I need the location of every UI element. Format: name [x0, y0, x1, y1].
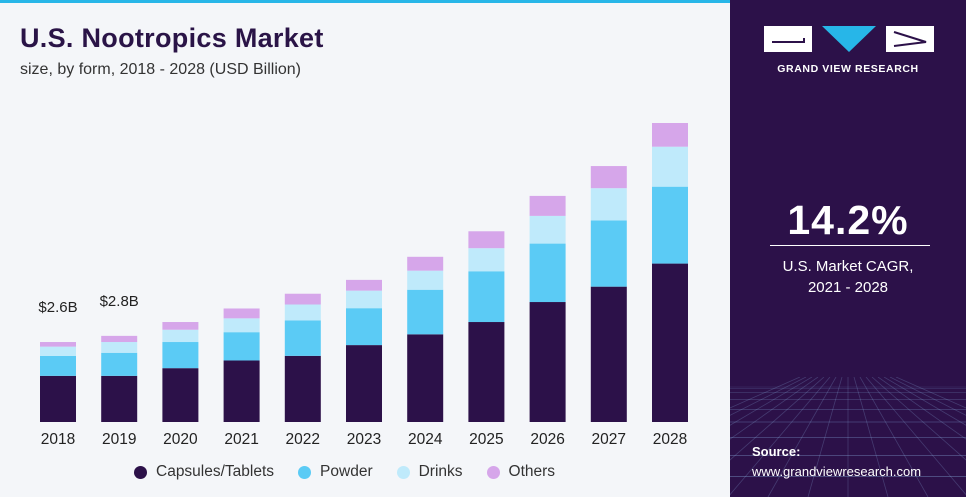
- bar-2020-series-3: [162, 322, 199, 330]
- bar-2023-series-1: [346, 308, 382, 346]
- stacked-bar-chart: 2018 2019 2020 2021 2022 2023 2024 2025 2026 2027…: [38, 122, 688, 448]
- bar-2028-series-1: [652, 186, 688, 264]
- data-label: $2.6B: [38, 299, 77, 316]
- bar-2023-series-2: [346, 290, 382, 309]
- bar-2025-series-1: [468, 271, 505, 323]
- bar-2022-series-2: [284, 304, 321, 321]
- bar-2027-series-2: [590, 188, 627, 221]
- grand-view-research-logo: [764, 26, 934, 52]
- bar-2025-series-2: [468, 248, 505, 272]
- bar-2020-series-2: [162, 329, 199, 343]
- bar-2018-series-3: [40, 342, 76, 347]
- bar-2021-series-2: [223, 318, 260, 333]
- bar-2023-series-0: [346, 345, 382, 422]
- cagr-label-line1: U.S. Market CAGR,: [782, 258, 914, 275]
- bar-2022-series-1: [284, 320, 321, 356]
- bar-2018-series-2: [40, 346, 76, 356]
- x-tick-label: 2019: [102, 431, 136, 448]
- brand-name: GRAND VIEW RESEARCH: [777, 63, 919, 75]
- bar-2019-series-1: [101, 352, 138, 376]
- x-tick-label: 2021: [224, 431, 258, 448]
- chart-subtitle: size, by form, 2018 - 2028 (USD Billion): [20, 61, 301, 78]
- legend-swatch: [134, 465, 147, 479]
- bar-2028-series-2: [652, 146, 688, 187]
- bar-2024-series-0: [407, 334, 444, 422]
- x-tick-label: 2025: [469, 431, 503, 448]
- x-tick-label: 2020: [163, 431, 198, 448]
- bar-2025-series-0: [468, 322, 505, 422]
- x-tick-label: 2024: [408, 431, 443, 448]
- bar-2028-series-0: [652, 263, 688, 422]
- bar-2026-series-2: [529, 215, 566, 244]
- perspective-grid-decoration: [730, 377, 966, 497]
- side-panel: GRAND VIEW RESEARCH 14.2% U.S. Market CA…: [730, 0, 966, 497]
- bar-2023-series-3: [346, 279, 382, 291]
- bar-2027-series-3: [590, 166, 627, 189]
- legend-swatch: [486, 465, 500, 479]
- legend-label: Powder: [320, 463, 373, 480]
- legend-label: Drinks: [418, 463, 463, 480]
- cagr-divider: [770, 245, 930, 246]
- x-tick-label: 2026: [530, 431, 564, 448]
- bar-2026-series-3: [529, 195, 566, 216]
- x-tick-label: 2023: [347, 431, 381, 448]
- bar-2026-series-0: [529, 302, 566, 422]
- data-label: $2.8B: [100, 293, 139, 310]
- bar-2027-series-0: [590, 286, 627, 422]
- bar-2021-series-0: [223, 360, 260, 422]
- bar-2019-series-2: [101, 342, 138, 353]
- cagr-value: 14.2%: [787, 197, 909, 243]
- legend-item: Powder: [298, 463, 373, 481]
- legend-swatch: [396, 465, 410, 479]
- chart-legend: Capsules/Tablets Powder Drinks Others: [134, 463, 579, 481]
- cagr-label-line2: 2021 - 2028: [807, 279, 889, 296]
- bar-2019-series-0: [101, 375, 138, 422]
- bar-2018-series-1: [40, 355, 76, 376]
- bar-2020-series-0: [162, 368, 199, 422]
- x-tick-label: 2027: [592, 431, 626, 448]
- legend-item: Others: [486, 463, 556, 481]
- bar-2018-series-0: [40, 375, 76, 422]
- chart-area: U.S. Nootropics Market size, by form, 20…: [0, 0, 730, 497]
- bar-2022-series-3: [284, 293, 321, 305]
- legend-item: Capsules/Tablets: [134, 463, 274, 481]
- bar-2024-series-2: [407, 270, 444, 290]
- bar-2028-series-3: [652, 122, 688, 147]
- legend-label: Others: [508, 463, 556, 480]
- x-tick-label: 2028: [653, 431, 687, 448]
- bar-2022-series-0: [284, 355, 321, 422]
- chart-title: U.S. Nootropics Market: [20, 23, 324, 53]
- legend-label: Capsules/Tablets: [156, 463, 275, 480]
- cagr-label: U.S. Market CAGR, 2021 - 2028: [730, 256, 966, 298]
- bar-2024-series-1: [407, 289, 444, 335]
- bar-2020-series-1: [162, 342, 199, 369]
- bar-2019-series-3: [101, 335, 138, 343]
- legend-item: Drinks: [396, 463, 463, 481]
- x-tick-label: 2022: [286, 431, 320, 448]
- bar-2026-series-1: [529, 243, 566, 303]
- bar-2021-series-1: [223, 332, 260, 361]
- bar-2021-series-3: [223, 308, 260, 319]
- bar-2024-series-3: [407, 256, 444, 271]
- bar-2027-series-1: [590, 220, 627, 287]
- legend-swatch: [298, 465, 312, 479]
- source-url[interactable]: www.grandviewresearch.com: [752, 464, 922, 479]
- x-tick-label: 2018: [41, 431, 75, 448]
- source-label: Source:: [752, 444, 801, 459]
- bar-2025-series-3: [468, 231, 505, 249]
